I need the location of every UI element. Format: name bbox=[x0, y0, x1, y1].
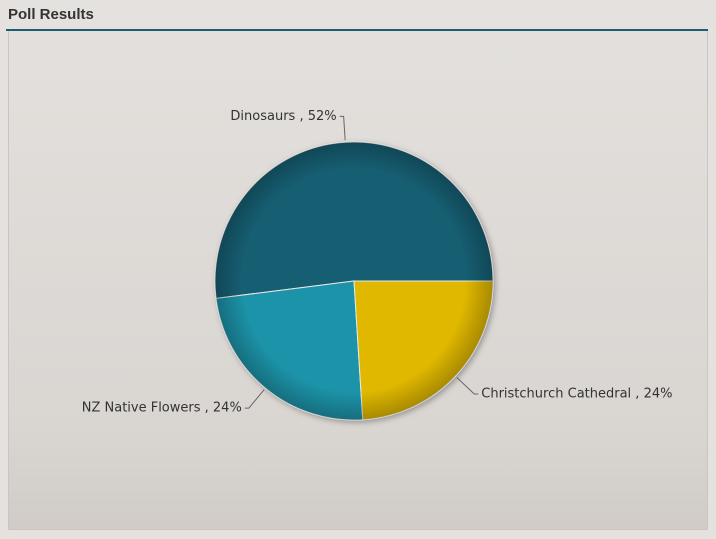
leader-line bbox=[244, 389, 265, 409]
slice-label: NZ Native Flowers , 24% bbox=[82, 401, 242, 416]
panel-title: Poll Results bbox=[8, 6, 94, 23]
leader-line bbox=[339, 115, 346, 141]
pie-slice bbox=[215, 280, 364, 421]
pie-slice bbox=[353, 280, 494, 421]
title-rule bbox=[6, 29, 708, 31]
slice-label: Dinosaurs , 52% bbox=[230, 109, 336, 124]
pie-slice bbox=[214, 141, 494, 299]
leader-line bbox=[456, 377, 479, 395]
pie bbox=[214, 141, 494, 421]
panel: Dinosaurs , 52% NZ Native Flowers , 24% Ch… bbox=[8, 31, 708, 530]
chart: Dinosaurs , 52% NZ Native Flowers , 24% Ch… bbox=[82, 109, 672, 421]
slice-label: Christchurch Cathedral , 24% bbox=[481, 386, 672, 401]
